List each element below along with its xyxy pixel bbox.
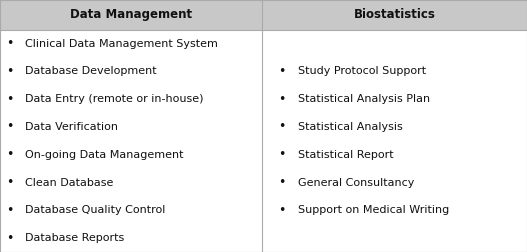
Text: Statistical Analysis: Statistical Analysis [298,122,403,132]
Text: •: • [6,232,13,245]
Text: •: • [6,148,13,161]
Text: •: • [6,65,13,78]
Text: •: • [278,120,286,134]
Text: Clinical Data Management System: Clinical Data Management System [25,39,218,49]
Text: •: • [278,93,286,106]
Text: •: • [6,120,13,134]
Text: On-going Data Management: On-going Data Management [25,150,184,160]
Text: •: • [6,204,13,217]
Text: •: • [278,148,286,161]
Text: Study Protocol Support: Study Protocol Support [298,67,426,76]
Text: Statistical Report: Statistical Report [298,150,393,160]
Text: Clean Database: Clean Database [25,178,114,187]
Text: Statistical Analysis Plan: Statistical Analysis Plan [298,94,430,104]
Text: General Consultancy: General Consultancy [298,178,414,187]
Text: Data Management: Data Management [70,8,192,21]
FancyBboxPatch shape [0,0,262,30]
Text: •: • [278,176,286,189]
Text: •: • [6,93,13,106]
Text: •: • [6,37,13,50]
FancyBboxPatch shape [262,0,527,30]
Text: Database Reports: Database Reports [25,233,124,243]
Text: Data Entry (remote or in-house): Data Entry (remote or in-house) [25,94,204,104]
Text: •: • [278,65,286,78]
Text: •: • [6,176,13,189]
Text: Database Quality Control: Database Quality Control [25,205,165,215]
Text: Biostatistics: Biostatistics [354,8,435,21]
Text: Data Verification: Data Verification [25,122,118,132]
Text: •: • [278,204,286,217]
Text: Support on Medical Writing: Support on Medical Writing [298,205,449,215]
Text: Database Development: Database Development [25,67,157,76]
